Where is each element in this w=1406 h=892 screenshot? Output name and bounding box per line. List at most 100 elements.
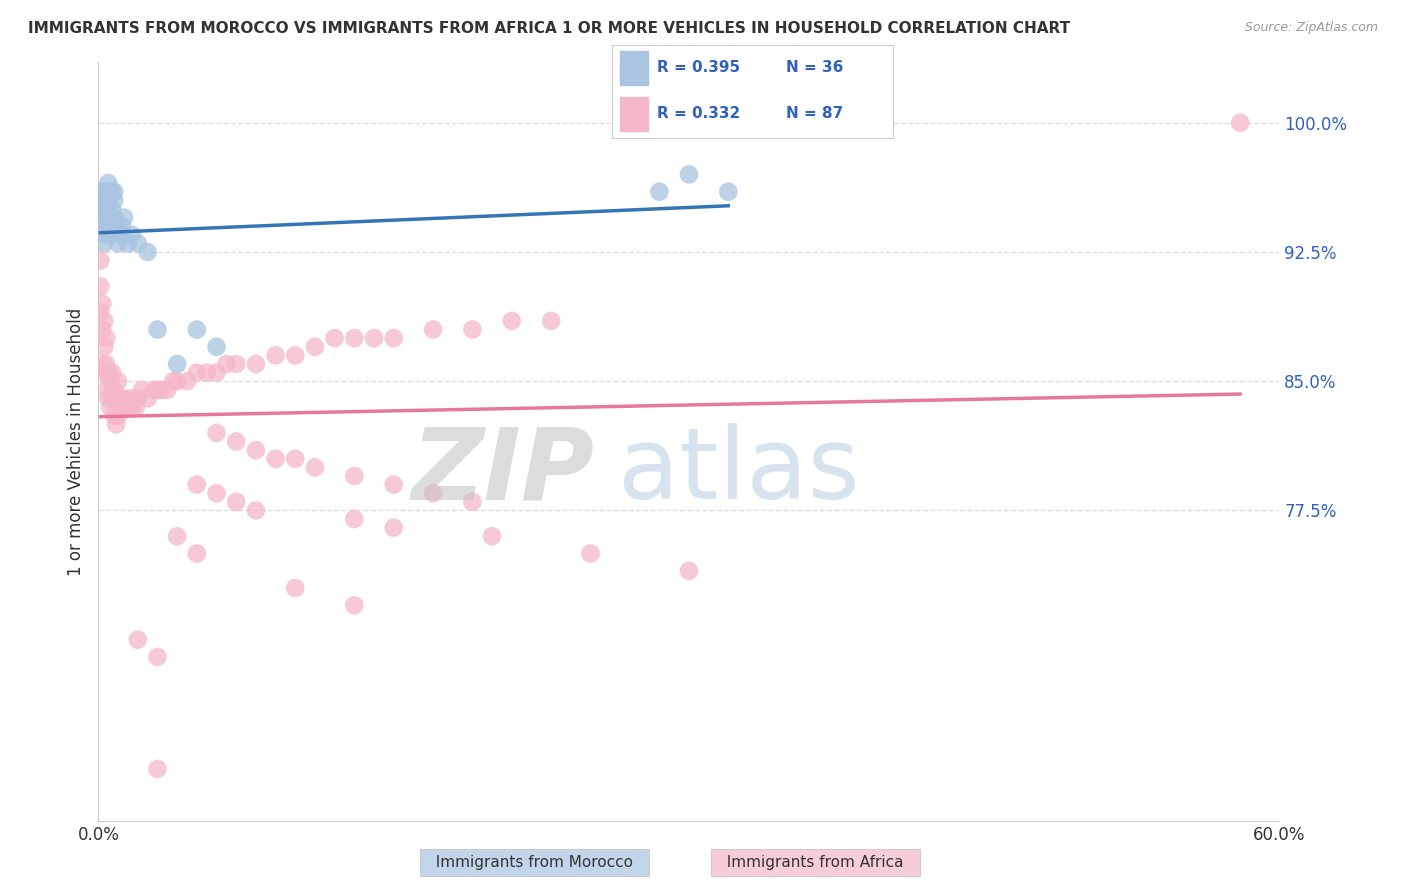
Point: [186, 477, 208, 491]
Point: [93, 366, 115, 380]
Point: [107, 219, 129, 234]
Point: [91, 194, 114, 208]
Point: [93, 340, 115, 354]
Point: [103, 194, 125, 208]
Point: [97, 366, 120, 380]
Point: [107, 236, 129, 251]
Point: [245, 503, 267, 517]
Point: [205, 340, 228, 354]
Text: R = 0.332: R = 0.332: [657, 106, 740, 121]
Point: [382, 521, 405, 535]
Point: [89, 253, 111, 268]
Point: [648, 185, 671, 199]
Point: [121, 400, 143, 414]
Point: [108, 227, 131, 242]
Point: [225, 357, 247, 371]
Point: [205, 366, 228, 380]
Point: [117, 236, 139, 251]
Point: [422, 322, 444, 336]
Point: [461, 495, 484, 509]
Point: [264, 348, 287, 362]
Point: [115, 400, 138, 414]
Point: [176, 374, 198, 388]
Point: [96, 357, 118, 371]
Point: [107, 374, 129, 388]
Point: [98, 400, 121, 414]
Point: [205, 425, 228, 440]
Point: [156, 383, 179, 397]
Text: R = 0.395: R = 0.395: [657, 60, 740, 75]
Point: [107, 409, 129, 423]
Point: [105, 219, 128, 234]
Point: [91, 296, 114, 310]
Point: [93, 227, 115, 242]
Point: [108, 392, 131, 406]
Point: [186, 366, 208, 380]
Point: [112, 400, 135, 414]
Point: [146, 649, 169, 664]
Point: [166, 529, 188, 543]
Text: N = 87: N = 87: [786, 106, 844, 121]
Point: [97, 194, 120, 208]
Point: [97, 392, 120, 406]
Point: [146, 322, 169, 336]
Point: [284, 348, 307, 362]
Point: [166, 357, 188, 371]
Point: [284, 581, 307, 595]
Point: [284, 451, 307, 466]
Point: [105, 417, 128, 432]
Point: [579, 547, 602, 561]
Text: atlas: atlas: [619, 424, 859, 520]
Point: [118, 400, 141, 414]
Point: [422, 486, 444, 500]
Point: [343, 599, 366, 613]
Point: [98, 227, 121, 242]
Text: N = 36: N = 36: [786, 60, 844, 75]
Point: [382, 331, 405, 345]
Point: [162, 374, 184, 388]
Point: [343, 469, 366, 483]
Point: [304, 340, 326, 354]
Point: [93, 236, 115, 251]
Point: [111, 392, 134, 406]
Bar: [620, 97, 648, 131]
Point: [195, 366, 218, 380]
Point: [1229, 116, 1251, 130]
Point: [142, 383, 165, 397]
Point: [96, 383, 118, 397]
Point: [127, 392, 149, 406]
Point: [97, 219, 120, 234]
Point: [363, 331, 385, 345]
Point: [125, 400, 148, 414]
Point: [101, 202, 124, 216]
Point: [136, 244, 159, 259]
Point: [127, 236, 149, 251]
Point: [166, 374, 188, 388]
Point: [89, 202, 111, 216]
Point: [96, 185, 118, 199]
Point: [101, 392, 124, 406]
Point: [89, 305, 111, 319]
Point: [101, 185, 124, 199]
Point: [112, 211, 135, 225]
Point: [717, 185, 740, 199]
Point: [89, 279, 111, 293]
Point: [105, 392, 128, 406]
Point: [97, 176, 120, 190]
Point: [131, 383, 153, 397]
Point: [481, 529, 503, 543]
Text: Immigrants from Morocco: Immigrants from Morocco: [426, 855, 643, 870]
Text: ZIP: ZIP: [412, 424, 595, 520]
Y-axis label: 1 or more Vehicles in Household: 1 or more Vehicles in Household: [66, 308, 84, 575]
Point: [343, 331, 366, 345]
Point: [103, 185, 125, 199]
Point: [101, 366, 124, 380]
Point: [103, 383, 125, 397]
Point: [146, 762, 169, 776]
Point: [501, 314, 523, 328]
Point: [225, 434, 247, 449]
Point: [111, 219, 134, 234]
Point: [91, 357, 114, 371]
Point: [215, 357, 238, 371]
Point: [103, 409, 125, 423]
